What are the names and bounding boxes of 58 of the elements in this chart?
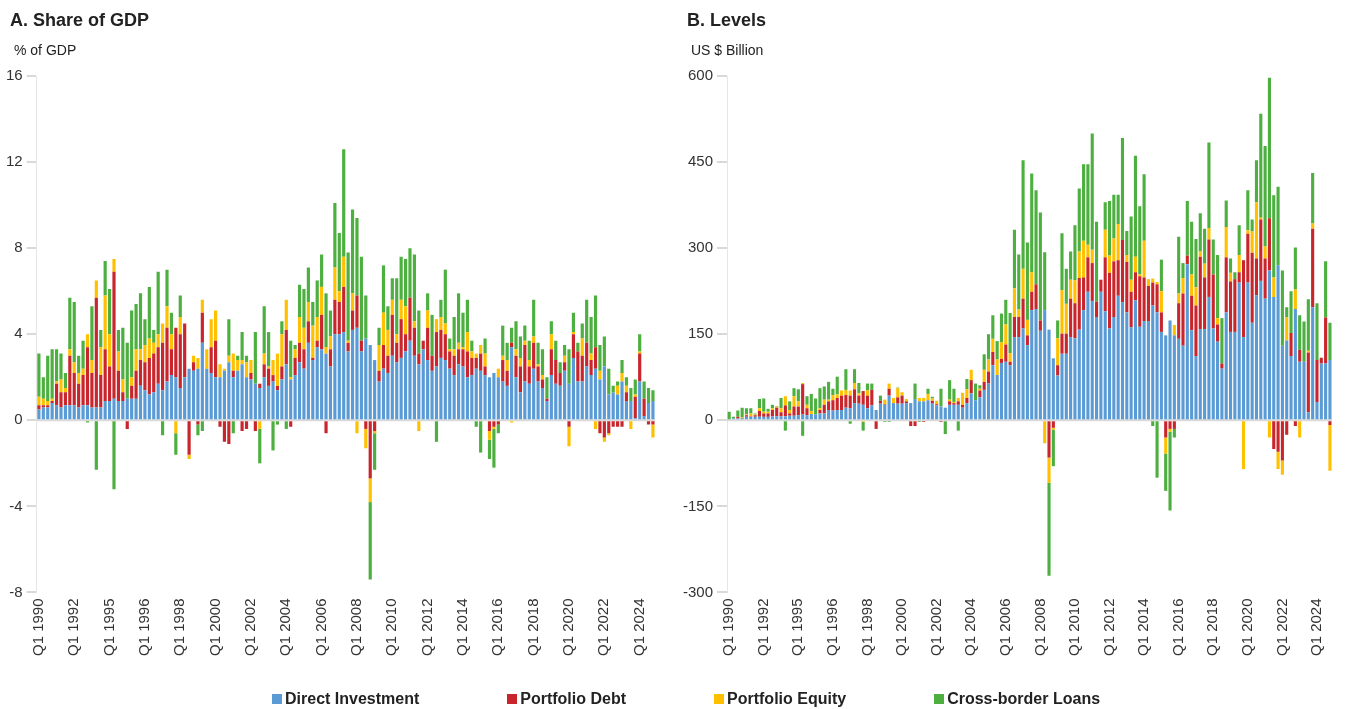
x-tick-label: Q1 2016	[488, 598, 506, 656]
legend-label: Direct Investment	[285, 690, 420, 708]
x-tick-label: Q1 2024	[1307, 598, 1325, 656]
x-tick-label: Q1 2012	[1099, 598, 1117, 656]
x-tick-label: Q1 2020	[559, 598, 577, 656]
x-tick-label: Q1 2018	[1203, 598, 1221, 656]
x-tick-label: Q1 2002	[241, 598, 259, 656]
y-tick-label: 0	[14, 410, 23, 428]
x-tick-label: Q1 2016	[1168, 598, 1186, 656]
x-tick-label: Q1 1995	[99, 598, 117, 656]
y-tick-label: 8	[14, 238, 23, 256]
x-tick-label: Q1 2004	[961, 598, 979, 656]
y-tick-label: -4	[9, 496, 23, 514]
x-tick-label: Q1 2018	[523, 598, 541, 656]
y-tick-label: 150	[687, 324, 714, 342]
y-tick-label: 600	[687, 66, 714, 84]
legend-label: Portfolio Equity	[727, 690, 847, 708]
legend-label: Cross-border Loans	[947, 690, 1101, 708]
x-tick-label: Q1 2008	[347, 598, 365, 656]
x-tick-label: Q1 2000	[892, 598, 910, 656]
y-tick-label: -8	[9, 582, 23, 600]
x-tick-label: Q1 2024	[629, 598, 647, 656]
x-tick-label: Q1 1995	[788, 598, 806, 656]
y-tick-label: 0	[704, 410, 714, 428]
x-tick-label: Q1 2010	[1065, 598, 1083, 656]
x-tick-label: Q1 1990	[29, 598, 47, 656]
y-tick-label: 16	[6, 66, 23, 84]
x-tick-label: Q1 2022	[594, 598, 612, 656]
y-tick-label: 450	[687, 152, 714, 170]
x-tick-label: Q1 2014	[1134, 598, 1152, 656]
x-tick-label: Q1 1992	[753, 598, 771, 656]
x-tick-label: Q1 1998	[857, 598, 875, 656]
x-tick-label: Q1 2006	[311, 598, 329, 656]
x-tick-label: Q1 2012	[417, 598, 435, 656]
y-tick-label: 4	[14, 324, 23, 342]
y-axis-title: % of GDP	[14, 42, 77, 58]
x-tick-label: Q1 2020	[1237, 598, 1255, 656]
y-tick-label: 300	[687, 238, 714, 256]
legend-label: Portfolio Debt	[520, 690, 627, 708]
x-tick-label: Q1 2022	[1272, 598, 1290, 656]
x-tick-label: Q1 1998	[170, 598, 188, 656]
y-tick-label: 12	[6, 152, 23, 170]
y-axis-title: US $ Billion	[691, 42, 764, 58]
x-tick-label: Q1 1996	[823, 598, 841, 656]
x-tick-label: Q1 2002	[926, 598, 944, 656]
x-tick-label: Q1 2010	[382, 598, 400, 656]
x-tick-label: Q1 2014	[453, 598, 471, 656]
x-tick-label: Q1 1990	[719, 598, 737, 656]
x-tick-label: Q1 2004	[276, 598, 294, 656]
y-tick-label: -300	[682, 582, 714, 600]
y-tick-label: -150	[682, 496, 714, 514]
x-tick-label: Q1 1996	[135, 598, 153, 656]
x-tick-label: Q1 2000	[205, 598, 223, 656]
x-tick-label: Q1 1992	[64, 598, 82, 656]
x-tick-label: Q1 2008	[1030, 598, 1048, 656]
x-tick-label: Q1 2006	[995, 598, 1013, 656]
chart-title: B. Levels	[687, 10, 767, 31]
chart-title: A. Share of GDP	[10, 10, 150, 31]
